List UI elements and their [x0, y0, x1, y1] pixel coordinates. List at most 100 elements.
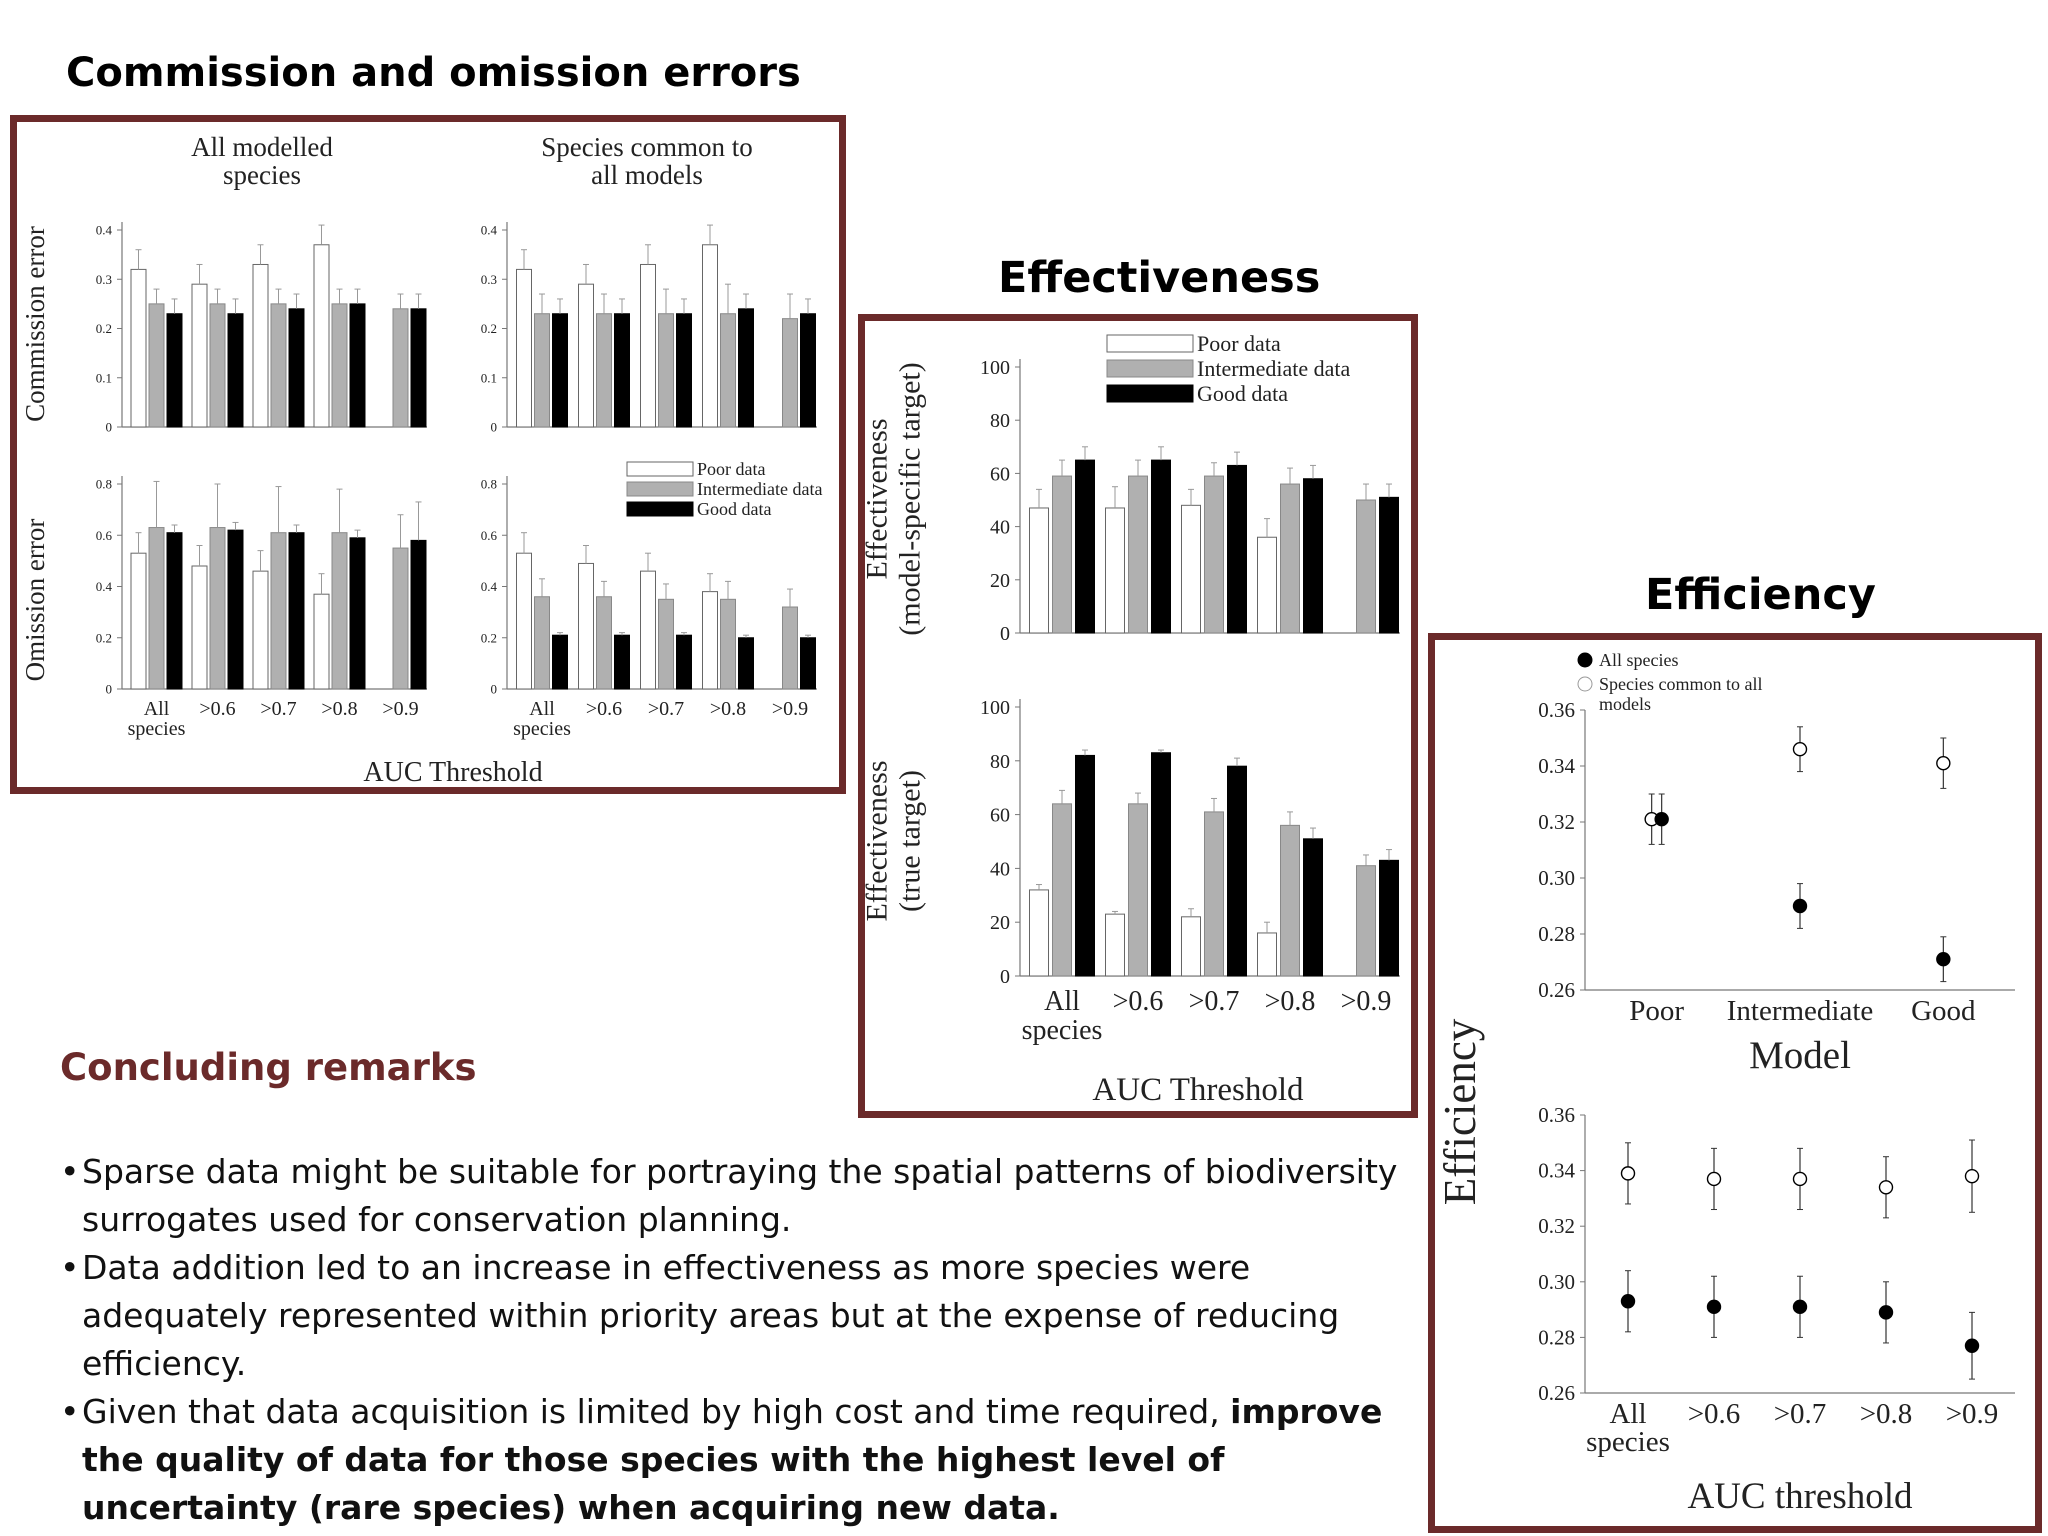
bar	[614, 313, 630, 428]
bar	[1257, 932, 1277, 977]
y-tick-label: 0.4	[481, 223, 498, 238]
y-tick-label: 0.8	[96, 477, 112, 492]
bar	[1105, 507, 1125, 634]
y-tick-label: 0.2	[96, 630, 112, 645]
column-title: All modelled	[191, 132, 333, 162]
bar	[349, 303, 366, 428]
y-tick-label: 0.30	[1538, 866, 1575, 890]
bar	[1052, 803, 1072, 977]
remark-text: Data addition led to an increase in effe…	[82, 1248, 1340, 1383]
x-tick-label: All	[1609, 1398, 1646, 1430]
bar	[130, 268, 147, 428]
x-tick-label: >0.7	[1774, 1398, 1827, 1430]
y-tick-label: 0.2	[96, 321, 112, 336]
bar	[288, 308, 305, 428]
x-tick-label: >0.6	[1113, 986, 1164, 1017]
bar	[1356, 499, 1376, 634]
bar	[578, 283, 594, 428]
open-point	[1706, 1171, 1722, 1187]
bar	[782, 318, 798, 428]
y-tick-label: 0.32	[1538, 810, 1575, 834]
filled-point	[1706, 1299, 1722, 1315]
bar	[552, 634, 568, 690]
y-tick-label: 0	[491, 682, 498, 697]
y-tick-label: 0	[106, 682, 113, 697]
legend-open-marker	[1577, 676, 1593, 692]
bar	[596, 313, 612, 428]
y-axis-label: (model-specific target)	[894, 362, 927, 636]
y-tick-label: 0	[106, 420, 113, 435]
bar	[1356, 865, 1376, 977]
legend-swatch	[626, 501, 694, 517]
efficiency-chart: 0.26 0.28 0.30 0.32 0.34 0.36 Poor Intermediate…	[1435, 650, 2015, 1517]
open-point	[1792, 741, 1808, 757]
x-axis-label: AUC threshold	[1687, 1476, 1913, 1517]
legend-swatch	[1106, 359, 1194, 378]
y-tick-label: 40	[990, 517, 1010, 539]
y-tick-label: 0.6	[96, 528, 113, 543]
x-tick-label: >0.8	[710, 698, 746, 720]
bar	[1075, 459, 1095, 634]
y-tick-label: 0.36	[1538, 698, 1575, 722]
bar	[392, 308, 409, 428]
y-tick-label: 0.34	[1538, 754, 1575, 778]
bar	[1204, 811, 1224, 977]
y-tick-label: 0.2	[481, 321, 497, 336]
x-tick-label: >0.7	[260, 698, 296, 720]
bar	[331, 303, 348, 428]
bar	[1303, 838, 1323, 977]
y-tick-label: 0	[1000, 623, 1010, 645]
x-tick-label: >0.9	[1946, 1398, 1999, 1430]
x-tick-label: >0.6	[1688, 1398, 1741, 1430]
filled-point	[1964, 1338, 1980, 1353]
bar	[800, 313, 816, 428]
remark-bold-text: improve the quality of data for those sp…	[82, 1392, 1383, 1527]
remarks-list: Sparse data might be suitable for portra…	[60, 1148, 1400, 1532]
bar	[1227, 464, 1247, 634]
legend-swatch	[1106, 384, 1194, 403]
y-axis-label: Efficiency	[1435, 1018, 1485, 1205]
y-tick-label: 80	[990, 751, 1010, 773]
bar	[1075, 754, 1095, 977]
filled-point	[1654, 811, 1669, 827]
efficiency-heading: Efficiency	[1645, 570, 1876, 620]
x-tick-label: All	[144, 698, 170, 720]
bar	[640, 263, 656, 428]
y-tick-label: 0.4	[96, 223, 113, 238]
bar	[1029, 507, 1049, 634]
bar	[270, 303, 287, 428]
open-point	[1792, 1171, 1808, 1187]
x-tick-label: >0.9	[1341, 986, 1392, 1017]
remark-text: Sparse data might be suitable for portra…	[82, 1152, 1398, 1239]
bar	[410, 539, 427, 690]
y-tick-label: 60	[990, 463, 1010, 485]
bar	[227, 313, 244, 428]
x-tick-label: All	[1044, 986, 1080, 1017]
y-tick-label: 0.2	[481, 630, 497, 645]
bar	[658, 313, 674, 428]
bar	[640, 570, 656, 690]
bar	[148, 303, 165, 428]
open-point	[1936, 755, 1951, 771]
y-tick-label: 0.26	[1538, 978, 1575, 1002]
bar	[1029, 889, 1049, 977]
y-axis-label: Effectiveness	[865, 418, 894, 579]
x-tick-label: >0.7	[648, 698, 684, 720]
open-point	[1964, 1168, 1980, 1184]
x-tick-label: >0.7	[1189, 986, 1240, 1017]
bar	[720, 313, 736, 428]
bar	[534, 313, 550, 428]
bar	[166, 532, 183, 690]
y-tick-label: 80	[990, 410, 1010, 432]
bar	[1181, 504, 1201, 634]
legend-filled-marker	[1577, 652, 1593, 668]
bar	[720, 598, 736, 690]
efficiency-chart-panel: 0.26 0.28 0.30 0.32 0.34 0.36 Poor Intermediate…	[1428, 633, 2042, 1533]
x-tick-label: >0.6	[586, 698, 622, 720]
y-tick-label: 0.32	[1538, 1214, 1575, 1238]
legend-label: Poor data	[1197, 331, 1281, 356]
row-label: Commission error	[20, 226, 50, 422]
bar	[738, 308, 754, 428]
x-axis-label: AUC Threshold	[1092, 1072, 1304, 1108]
